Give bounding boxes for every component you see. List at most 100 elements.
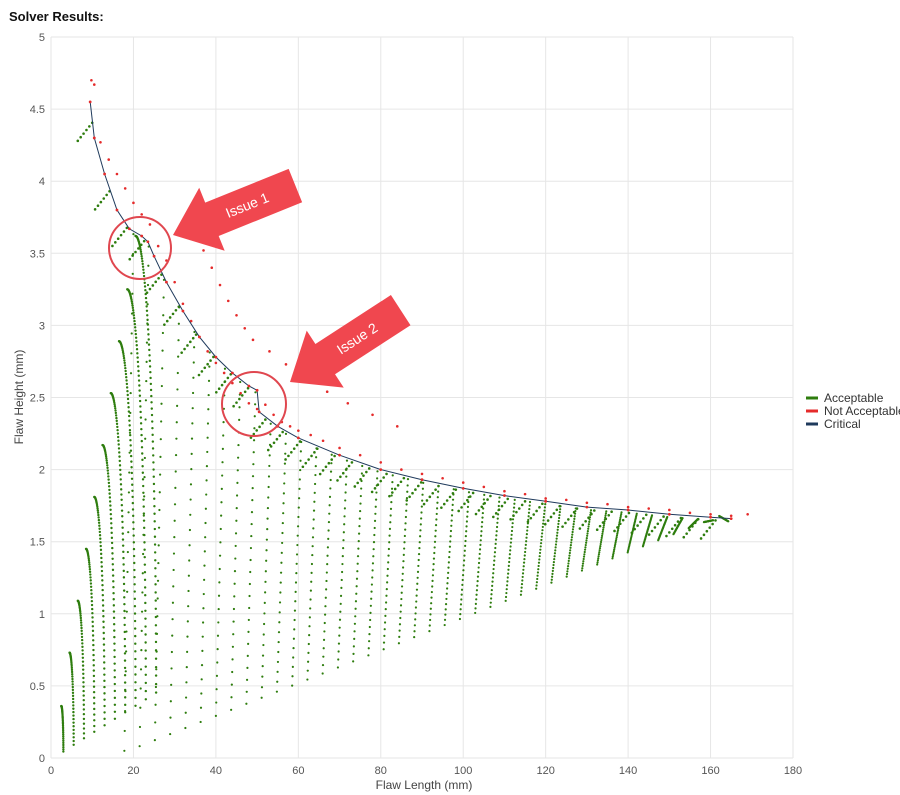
acceptable-point xyxy=(450,519,453,522)
acceptable-point xyxy=(445,597,448,601)
not-acceptable-point xyxy=(210,266,214,270)
acceptable-point xyxy=(129,449,133,452)
acceptable-point xyxy=(124,690,127,693)
acceptable-point xyxy=(310,454,313,458)
acceptable-point xyxy=(336,479,339,482)
acceptable-point xyxy=(621,518,625,522)
acceptable-point xyxy=(277,650,280,654)
acceptable-point xyxy=(132,521,135,524)
not-acceptable-point xyxy=(309,433,313,437)
acceptable-point xyxy=(138,399,142,403)
acceptable-point xyxy=(619,514,622,518)
acceptable-point xyxy=(555,508,559,512)
not-acceptable-point xyxy=(321,439,325,443)
acceptable-point xyxy=(143,548,146,551)
acceptable-point xyxy=(554,543,558,546)
acceptable-point xyxy=(103,711,106,714)
acceptable-point xyxy=(123,659,127,662)
acceptable-point xyxy=(254,403,257,406)
acceptable-point xyxy=(133,627,137,630)
critical-point xyxy=(257,410,261,414)
not-acceptable-point xyxy=(189,319,193,323)
acceptable-point xyxy=(494,512,498,515)
acceptable-point xyxy=(255,429,258,432)
acceptable-point xyxy=(371,569,374,572)
acceptable-point xyxy=(89,582,93,585)
legend-item-critical[interactable]: Critical xyxy=(806,417,861,431)
acceptable-point xyxy=(144,601,147,605)
acceptable-point xyxy=(415,600,418,603)
acceptable-point xyxy=(329,470,333,473)
acceptable-point xyxy=(121,538,125,541)
acceptable-point xyxy=(433,551,436,555)
acceptable-point xyxy=(123,364,127,367)
acceptable-point xyxy=(359,502,362,505)
acceptable-point xyxy=(517,507,521,510)
acceptable-point xyxy=(159,438,162,441)
acceptable-point xyxy=(130,332,133,335)
acceptable-point xyxy=(108,496,112,499)
acceptable-point xyxy=(113,649,116,652)
acceptable-point xyxy=(711,522,714,526)
acceptable-point xyxy=(113,401,116,404)
acceptable-point xyxy=(401,579,404,582)
acceptable-point xyxy=(604,512,608,515)
not-acceptable-point xyxy=(420,472,424,476)
acceptable-point xyxy=(405,503,408,506)
acceptable-point xyxy=(134,642,137,645)
acceptable-point xyxy=(221,461,224,464)
acceptable-point xyxy=(566,567,569,570)
not-acceptable-point xyxy=(239,391,242,395)
acceptable-point xyxy=(103,685,106,689)
acceptable-point xyxy=(398,635,401,639)
acceptable-point xyxy=(434,535,437,538)
legend-item-not-acceptable[interactable]: Not Acceptable xyxy=(806,404,900,418)
acceptable-point xyxy=(379,479,383,483)
acceptable-point xyxy=(636,524,639,527)
acceptable-point xyxy=(543,522,547,526)
acceptable-point xyxy=(154,583,157,586)
acceptable-point xyxy=(239,380,242,384)
acceptable-point xyxy=(132,554,136,558)
acceptable-point xyxy=(125,382,129,386)
acceptable-point xyxy=(572,525,575,528)
acceptable-point xyxy=(141,572,144,575)
acceptable-point xyxy=(146,283,150,287)
acceptable-point xyxy=(114,414,118,417)
acceptable-point xyxy=(131,489,134,492)
acceptable-point xyxy=(356,555,360,558)
legend-item-acceptable[interactable]: Acceptable xyxy=(806,391,884,405)
acceptable-point xyxy=(436,501,439,504)
acceptable-point xyxy=(144,399,148,402)
acceptable-point xyxy=(521,579,524,582)
acceptable-point xyxy=(193,346,196,349)
critical-point xyxy=(296,436,300,440)
not-acceptable-point xyxy=(99,140,102,144)
acceptable-point xyxy=(127,414,131,418)
acceptable-point xyxy=(538,555,541,558)
acceptable-point xyxy=(536,571,540,574)
acceptable-point xyxy=(536,574,539,577)
acceptable-point xyxy=(119,483,123,486)
acceptable-point xyxy=(116,432,120,435)
not-acceptable-point xyxy=(503,489,506,493)
acceptable-point xyxy=(106,472,110,475)
acceptable-point xyxy=(125,226,129,230)
acceptable-point xyxy=(99,552,103,556)
acceptable-point xyxy=(97,521,101,525)
acceptable-point xyxy=(72,725,75,728)
acceptable-point xyxy=(140,629,143,632)
acceptable-point xyxy=(92,653,95,657)
acceptable-point xyxy=(171,312,175,316)
acceptable-point xyxy=(462,564,465,567)
acceptable-point xyxy=(493,555,496,558)
acceptable-point xyxy=(291,684,294,687)
acceptable-point xyxy=(126,397,130,401)
acceptable-point xyxy=(111,546,114,550)
acceptable-point xyxy=(262,643,265,647)
acceptable-point xyxy=(220,501,223,504)
not-acceptable-point xyxy=(400,468,403,471)
acceptable-point xyxy=(513,498,516,501)
acceptable-point xyxy=(117,439,120,442)
acceptable-point xyxy=(600,538,603,542)
